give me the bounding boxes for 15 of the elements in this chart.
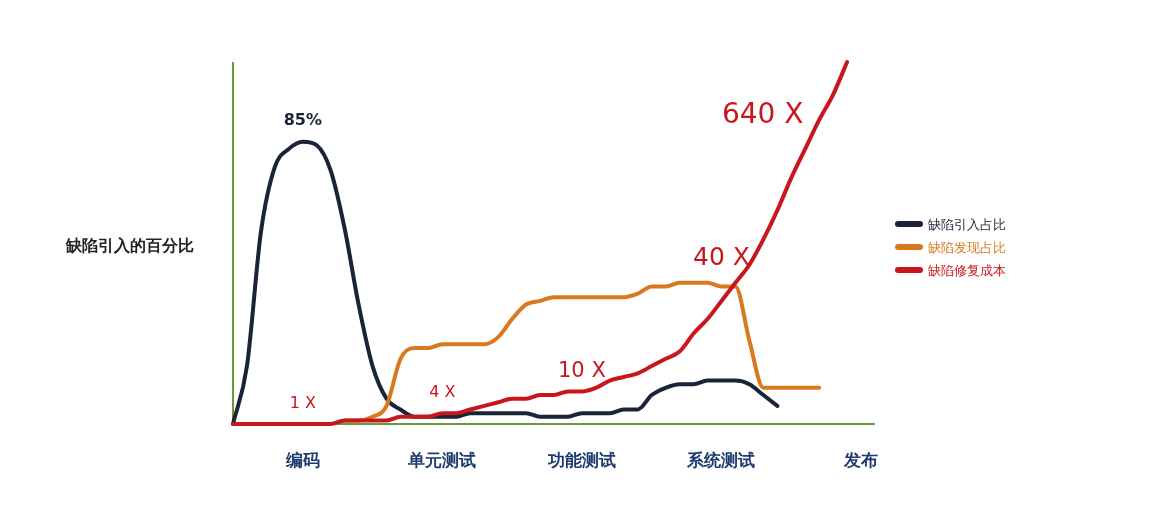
annotation: 10 X xyxy=(558,357,606,382)
x-tick-label: 系统测试 xyxy=(686,450,756,470)
x-tick-label: 功能测试 xyxy=(546,450,616,470)
legend-label: 缺陷引入占比 xyxy=(928,217,1006,232)
x-tick-label: 单元测试 xyxy=(407,450,477,470)
annotation: 85% xyxy=(283,110,322,130)
annotation: 1 X xyxy=(289,392,316,412)
legend-label: 缺陷发现占比 xyxy=(928,240,1006,255)
y-axis-title: 缺陷引入的百分比 xyxy=(65,236,194,255)
legend-label: 缺陷修复成本 xyxy=(928,263,1006,278)
x-tick-label: 发布 xyxy=(843,450,879,470)
annotation: 640 X xyxy=(721,97,804,130)
x-tick-label: 编码 xyxy=(284,450,320,470)
annotation: 40 X xyxy=(693,242,750,272)
annotation: 4 X xyxy=(429,381,456,401)
